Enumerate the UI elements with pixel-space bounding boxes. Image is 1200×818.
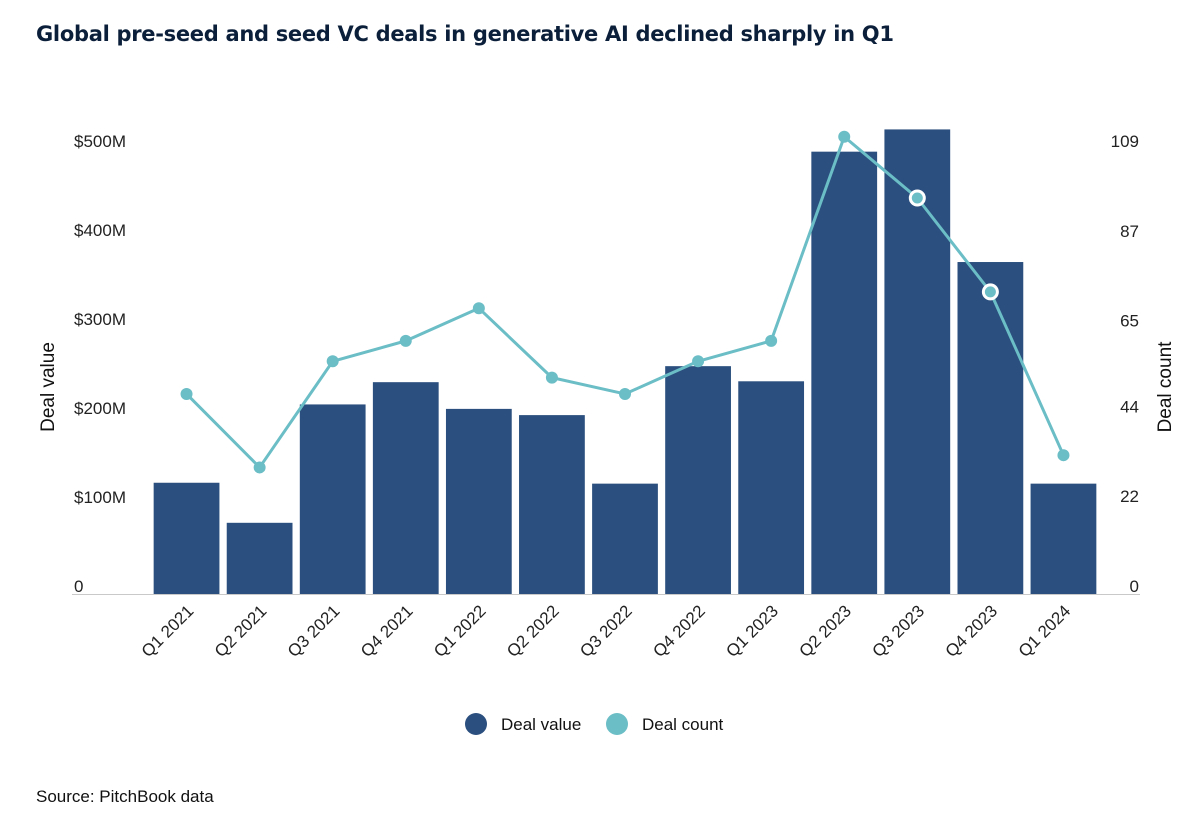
y2-tick-label: 22 bbox=[1120, 487, 1139, 506]
y2-tick-label: 87 bbox=[1120, 222, 1139, 241]
point-q1-2021 bbox=[180, 387, 193, 400]
y2-tick-label: 44 bbox=[1120, 397, 1139, 416]
x-tick-label: Q2 2021 bbox=[211, 601, 271, 661]
point-q1-2024 bbox=[1057, 449, 1070, 462]
x-tick-label: Q1 2022 bbox=[430, 601, 490, 661]
bar-q2-2021 bbox=[226, 522, 293, 594]
chart-title: Global pre-seed and seed VC deals in gen… bbox=[36, 22, 894, 46]
y-tick-label: $500M bbox=[74, 132, 126, 151]
x-tick-label: Q4 2022 bbox=[649, 601, 709, 661]
y2-axis-title: Deal count bbox=[1155, 341, 1176, 433]
x-tick-label: Q2 2022 bbox=[503, 601, 563, 661]
y2-tick-label: 0 bbox=[1130, 577, 1139, 596]
line-series-deal-count bbox=[180, 130, 1070, 474]
y-axis-title: Deal value bbox=[38, 342, 59, 432]
legend-label-deal-value: Deal value bbox=[501, 715, 581, 734]
point-q1-2023 bbox=[765, 334, 778, 347]
bar-q2-2023 bbox=[811, 151, 878, 595]
point-q2-2023 bbox=[838, 130, 851, 143]
point-q3-2021 bbox=[326, 355, 339, 368]
bar-q1-2024 bbox=[1030, 483, 1097, 594]
bar-series-deal-value bbox=[153, 129, 1097, 595]
legend: Deal value Deal count bbox=[465, 713, 724, 735]
y-tick-label: $400M bbox=[74, 221, 126, 240]
y2-tick-label: 65 bbox=[1120, 312, 1139, 331]
bar-q1-2023 bbox=[738, 381, 805, 594]
bar-q4-2021 bbox=[372, 382, 439, 594]
point-q4-2023 bbox=[981, 283, 999, 301]
source-note: Source: PitchBook data bbox=[36, 787, 214, 806]
legend-marker-deal-value bbox=[465, 713, 487, 735]
x-tick-label: Q3 2022 bbox=[576, 601, 636, 661]
bar-q4-2023 bbox=[957, 262, 1024, 594]
x-tick-label: Q4 2023 bbox=[942, 601, 1002, 661]
bar-q3-2022 bbox=[592, 483, 658, 594]
y-axis-ticks-left: 0 $100M $200M $300M $400M $500M bbox=[74, 132, 126, 596]
bar-q4-2022 bbox=[665, 366, 731, 594]
x-tick-label: Q1 2021 bbox=[138, 601, 198, 661]
y-axis-ticks-right: 0 22 44 65 87 109 bbox=[1111, 132, 1139, 596]
x-tick-label: Q4 2021 bbox=[357, 601, 417, 661]
point-q2-2021 bbox=[253, 461, 266, 474]
y-tick-label: $300M bbox=[74, 310, 126, 329]
point-q3-2022 bbox=[619, 387, 631, 400]
y-tick-label: $100M bbox=[74, 488, 126, 507]
x-tick-label: Q1 2024 bbox=[1015, 601, 1075, 661]
point-q1-2022 bbox=[472, 302, 485, 315]
x-axis-ticks: Q1 2021 Q2 2021 Q3 2021 Q4 2021 Q1 2022 Q2 20… bbox=[138, 601, 1074, 661]
x-tick-label: Q3 2021 bbox=[284, 601, 344, 661]
bar-q3-2023 bbox=[884, 129, 951, 595]
bar-q1-2021 bbox=[153, 482, 220, 594]
legend-label-deal-count: Deal count bbox=[642, 715, 724, 734]
x-tick-label: Q3 2023 bbox=[869, 601, 929, 661]
bar-q3-2021 bbox=[299, 404, 366, 594]
point-q4-2022 bbox=[692, 355, 705, 368]
y-tick-label: $200M bbox=[74, 399, 126, 418]
x-tick-label: Q1 2023 bbox=[722, 601, 782, 661]
point-q2-2022 bbox=[545, 371, 558, 384]
x-tick-label: Q2 2023 bbox=[795, 601, 855, 661]
bar-q1-2022 bbox=[445, 408, 512, 594]
point-q3-2023 bbox=[908, 189, 926, 207]
y2-tick-label: 109 bbox=[1111, 132, 1139, 151]
y-tick-label: 0 bbox=[74, 577, 83, 596]
legend-marker-deal-count bbox=[606, 713, 628, 735]
bar-q2-2022 bbox=[519, 415, 585, 594]
point-q4-2021 bbox=[399, 334, 412, 347]
